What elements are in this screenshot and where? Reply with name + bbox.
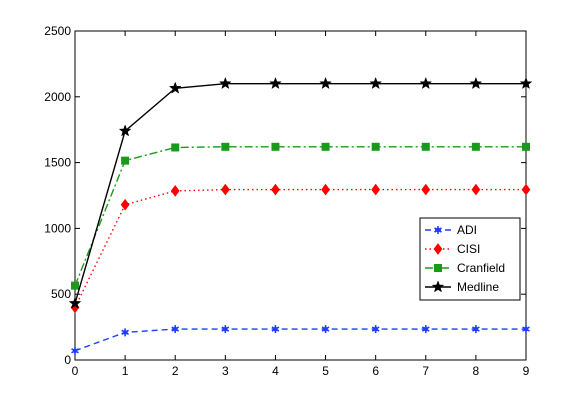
x-tick-label: 4 <box>272 364 279 378</box>
series-line <box>74 82 526 304</box>
data-point <box>221 142 230 151</box>
data-point <box>220 183 230 196</box>
data-point <box>71 346 79 355</box>
data-point <box>471 183 481 196</box>
data-point <box>71 281 79 290</box>
series-layer <box>68 76 533 355</box>
legend-label: CISI <box>457 242 480 256</box>
data-point <box>221 325 230 334</box>
y-tick-label: 1000 <box>44 221 71 235</box>
legend-marker <box>431 280 445 293</box>
legend-marker <box>434 226 442 234</box>
series-medline <box>68 76 533 309</box>
data-point <box>471 142 480 151</box>
legend-item: Medline <box>425 280 499 294</box>
data-point <box>121 156 130 165</box>
data-point <box>421 142 430 151</box>
data-point <box>421 325 430 334</box>
data-point <box>472 325 480 334</box>
x-tick-label: 5 <box>322 364 329 378</box>
data-point <box>469 76 483 90</box>
x-tick-label: 6 <box>372 364 379 378</box>
data-point <box>522 142 530 151</box>
y-tick-label: 1500 <box>44 156 71 170</box>
data-point <box>371 142 380 151</box>
data-point <box>321 325 330 334</box>
data-point <box>522 325 530 334</box>
data-point <box>521 183 531 196</box>
data-point <box>371 183 381 196</box>
data-point <box>68 296 82 309</box>
x-tick-label: 1 <box>122 364 129 378</box>
data-point <box>319 76 332 90</box>
y-tick-label: 2500 <box>44 24 71 38</box>
series-line <box>74 146 526 286</box>
data-point <box>118 124 132 137</box>
y-tick-label: 500 <box>51 287 71 301</box>
data-point <box>121 328 129 337</box>
legend-label: Medline <box>457 280 499 294</box>
legend-item: CISI <box>425 242 480 256</box>
data-point <box>519 76 533 90</box>
plot-area <box>74 30 527 361</box>
legend-item: Cranfield <box>425 261 505 275</box>
legend-marker <box>433 243 443 255</box>
series-cranfield <box>71 142 530 290</box>
series-line <box>74 188 526 308</box>
legend-label: Cranfield <box>457 261 505 275</box>
x-tick-label: 3 <box>222 364 229 378</box>
y-tick-label: 0 <box>64 353 71 367</box>
series-adi <box>71 325 530 355</box>
legend-marker <box>434 264 442 272</box>
x-tick-label: 2 <box>172 364 179 378</box>
y-tick-label: 2000 <box>44 90 71 104</box>
data-point <box>321 142 330 151</box>
x-tick-label: 9 <box>523 364 530 378</box>
data-point <box>271 183 280 196</box>
x-tick-label: 8 <box>473 364 480 378</box>
data-point <box>421 183 431 196</box>
legend-label: ADI <box>457 223 477 237</box>
data-point <box>321 183 330 196</box>
data-point <box>120 198 130 211</box>
x-tick-label: 7 <box>422 364 429 378</box>
data-point <box>170 185 180 197</box>
data-point <box>419 76 433 90</box>
legend: ADI CISI Cranfield Medline <box>419 217 521 301</box>
data-point <box>369 76 383 90</box>
x-tick-label: 0 <box>72 364 79 378</box>
axes: 0 1 2 3 4 5 6 7 8 9 0 500 1000 1500 2000 2500 <box>44 24 529 378</box>
data-point <box>269 76 282 90</box>
data-point <box>271 325 280 334</box>
data-point <box>168 81 182 94</box>
data-point <box>371 325 380 334</box>
data-point <box>171 143 180 152</box>
legend-item: ADI <box>425 223 477 237</box>
data-point <box>171 325 180 334</box>
data-point <box>218 76 232 90</box>
data-point <box>271 142 280 151</box>
